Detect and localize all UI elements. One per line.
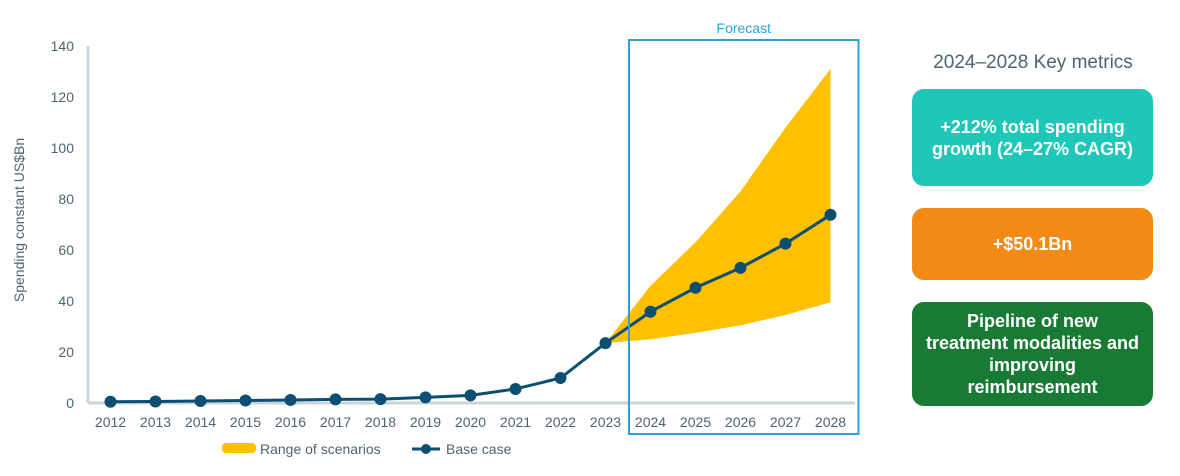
base-case-point [554,372,567,385]
metric-card-spend: +$50.1Bn [912,208,1153,280]
x-tick-label: 2015 [230,414,261,430]
y-tick-label: 40 [58,293,74,309]
metrics-title: 2024–2028 Key metrics [933,52,1133,73]
base-case-point [689,281,702,294]
x-tick-label: 2027 [770,414,801,430]
x-tick-label: 2021 [500,414,531,430]
base-case-point [599,337,612,350]
x-tick-label: 2028 [815,414,846,430]
base-case-point [509,382,522,395]
x-tick-label: 2018 [365,414,396,430]
metric-card-drivers: Pipeline of new treatment modalities and… [912,302,1153,406]
base-case-point [734,261,747,274]
series-layer [104,68,837,408]
x-tick-label: 2023 [590,414,621,430]
legend-label-base: Base case [446,441,512,457]
x-tick-label: 2022 [545,414,576,430]
x-tick-label: 2025 [680,414,711,430]
base-case-point [644,305,657,318]
y-tick-label: 100 [51,140,75,156]
forecast-label: Forecast [717,20,772,36]
x-tick-label: 2020 [455,414,486,430]
base-case-point [374,393,387,406]
x-tick-label: 2026 [725,414,756,430]
forecast-box [628,39,860,435]
x-tick-label: 2012 [95,414,126,430]
base-case-point [104,395,117,408]
x-tick-label: 2014 [185,414,216,430]
metric-card-growth: +212% total spending growth (24–27% CAGR… [912,89,1153,186]
base-case-point [464,389,477,402]
y-tick-label: 80 [58,191,74,207]
x-tick-label: 2016 [275,414,306,430]
base-case-point [149,395,162,408]
base-case-point [329,393,342,406]
y-tick-label: 0 [66,395,74,411]
y-axis-title: Spending constant US$Bn [11,138,27,302]
x-tick-labels: 2012 2013 2014 2015 2016 2017 2018 2019 2020 2021… [95,414,846,430]
y-tick-label: 20 [58,344,74,360]
y-tick-label: 120 [51,89,75,105]
y-tick-label: 140 [51,38,75,54]
base-case-point [824,208,837,221]
base-case-point [284,393,297,406]
y-tick-label: 60 [58,242,74,258]
base-case-point [419,391,432,404]
base-case-point [779,237,792,250]
x-tick-label: 2019 [410,414,441,430]
base-case-point [239,394,252,407]
legend: Range of scenarios Base case [222,441,512,457]
base-case-point [194,394,207,407]
range-of-scenarios-area [605,68,831,344]
legend-swatch-marker [421,444,431,454]
x-tick-label: 2017 [320,414,351,430]
y-tick-labels: 0 20 40 60 80 100 120 140 [51,38,75,411]
x-tick-label: 2013 [140,414,171,430]
legend-label-range: Range of scenarios [260,441,381,457]
legend-swatch-range [222,443,256,453]
x-tick-label: 2024 [635,414,666,430]
